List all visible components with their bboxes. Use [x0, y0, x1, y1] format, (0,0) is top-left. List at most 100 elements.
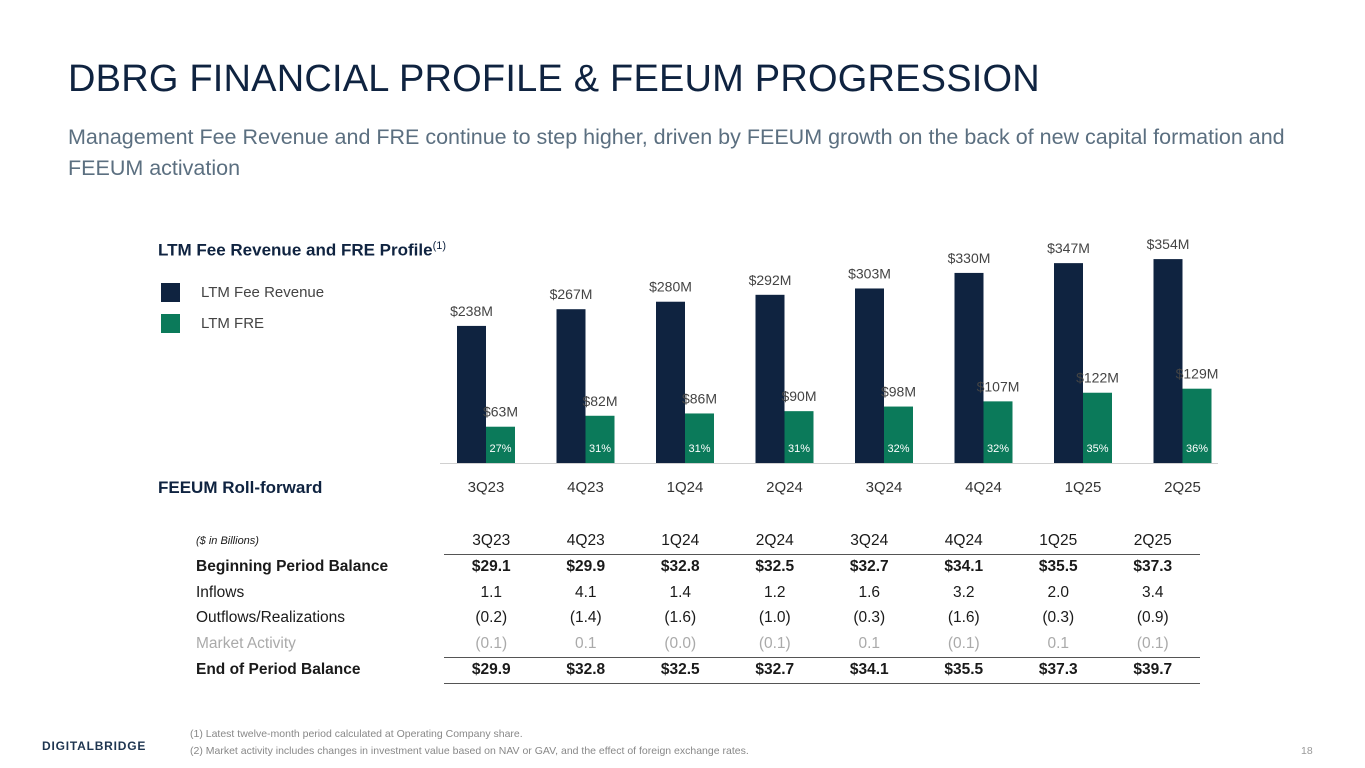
bar-fre [685, 413, 714, 463]
unit-label: ($ in Billions) [196, 535, 259, 547]
data-label-fre: $98M [881, 384, 916, 400]
bar-fre [1182, 388, 1212, 463]
table-row: Market Activity (0.1) 0.1 (0.0) (0.1) 0.1 (0.1… [196, 631, 1200, 658]
row-label: End of Period Balance [196, 661, 361, 679]
legend-label: LTM Fee Revenue [201, 284, 325, 301]
table-cell: 3.4 [1141, 583, 1164, 601]
column-header: 4Q24 [916, 528, 1011, 555]
row-label: Market Activity [196, 635, 296, 652]
table-cell: $29.9 [444, 657, 539, 684]
data-label-fre: $122M [1076, 370, 1119, 386]
bar-fre [585, 415, 615, 463]
x-tick-label: 4Q23 [567, 479, 604, 496]
column-header: 3Q24 [822, 528, 917, 555]
page-subtitle: Management Fee Revenue and FRE continue … [68, 125, 1285, 180]
table-cell: (0.1) [727, 631, 822, 658]
bar-fee-revenue [755, 294, 785, 463]
data-label-fee-revenue: $303M [848, 265, 891, 281]
table-cell: $32.7 [727, 657, 822, 684]
bar-fre [1083, 392, 1112, 463]
legend-swatch [161, 314, 180, 333]
data-label-fre: $63M [483, 404, 518, 420]
table-cell: (0.3) [1042, 609, 1075, 627]
data-label-fre: $90M [781, 388, 816, 404]
row-label: Outflows/Realizations [196, 609, 346, 627]
table-header-row: ($ in Billions) 3Q23 4Q23 1Q24 2Q24 3Q24 4Q24 1… [196, 528, 1200, 555]
data-label-fee-revenue: $280M [649, 279, 692, 295]
page-number: 18 [1301, 745, 1313, 757]
table-row: Inflows 1.1 4.1 1.4 1.2 1.6 3.2 2.0 3.4 [196, 580, 1200, 606]
table-cell: $35.5 [916, 657, 1011, 684]
table-cell: 1.6 [858, 583, 881, 601]
chart-title: LTM Fee Revenue and FRE Profile(1) [158, 240, 446, 261]
table-cell: $32.8 [660, 558, 700, 576]
fre-margin-label: 31% [788, 443, 810, 455]
table-cell: (0.2) [475, 609, 508, 627]
fre-margin-label: 32% [887, 443, 909, 455]
table-cell: (0.9) [1136, 609, 1169, 627]
bar-fee-revenue [1153, 259, 1183, 463]
table-cell: (1.6) [947, 609, 980, 627]
row-label: Beginning Period Balance [196, 558, 389, 575]
table-cell: (0.0) [633, 631, 728, 658]
table-row: Outflows/Realizations (0.2) (1.4) (1.6) (1.0… [196, 606, 1200, 632]
page-title: DBRG FINANCIAL PROFILE & FEEUM PROGRESSI… [68, 58, 1040, 100]
table-cell: 2.0 [1047, 583, 1070, 601]
x-tick-label: 2Q24 [766, 479, 803, 496]
column-header: 4Q23 [538, 528, 633, 555]
bar-fre [486, 426, 515, 463]
column-header: 2Q24 [727, 528, 822, 555]
table-cell: $32.5 [755, 558, 795, 576]
data-label-fee-revenue: $347M [1047, 240, 1090, 256]
table-title: FEEUM Roll-forward [158, 478, 323, 497]
data-label-fre: $86M [682, 390, 717, 406]
bar-fee-revenue [656, 301, 685, 463]
column-header: 3Q23 [444, 528, 539, 555]
legend-swatch [161, 283, 180, 302]
table-cell: 0.1 [1011, 631, 1106, 658]
data-label-fee-revenue: $267M [550, 286, 593, 302]
column-header: 2Q25 [1105, 528, 1200, 555]
data-label-fre: $129M [1176, 366, 1219, 382]
bar-fee-revenue [954, 272, 984, 463]
legend-label: LTM FRE [201, 315, 265, 332]
data-label-fre: $107M [977, 378, 1020, 394]
fre-margin-label: 36% [1186, 443, 1208, 455]
table-cell: $34.1 [944, 558, 984, 576]
data-label-fee-revenue: $354M [1147, 236, 1190, 252]
table-cell: $39.7 [1105, 657, 1200, 684]
fre-margin-label: 31% [589, 443, 611, 455]
x-tick-label: 1Q24 [667, 479, 704, 496]
table-cell: 4.1 [574, 583, 597, 601]
table-cell: (1.4) [569, 609, 602, 627]
bar-fre [884, 406, 913, 463]
fre-margin-label: 35% [1086, 443, 1108, 455]
footnote-1: (1) Latest twelve-month period calculate… [190, 728, 523, 740]
table-row: End of Period Balance $29.9 $32.8 $32.5 $32.… [196, 657, 1200, 684]
table-cell: (0.3) [853, 609, 886, 627]
table-cell: 1.2 [763, 583, 786, 601]
fre-margin-label: 31% [688, 443, 710, 455]
feeum-table: ($ in Billions) 3Q23 4Q23 1Q24 2Q24 3Q24 4Q24 1… [196, 528, 1200, 684]
fre-margin-label: 32% [987, 443, 1009, 455]
table-cell: (0.1) [1105, 631, 1200, 658]
table-cell: (0.1) [916, 631, 1011, 658]
table-cell: (0.1) [444, 631, 539, 658]
table-cell: $32.8 [538, 657, 633, 684]
table-cell: 3.2 [952, 583, 975, 601]
table-cell: $32.7 [849, 558, 889, 576]
table-cell: $35.5 [1038, 558, 1078, 576]
table-cell: 0.1 [822, 631, 917, 658]
bar-fre [983, 401, 1013, 463]
table-row: Beginning Period Balance $29.1 $29.9 $32.8 $… [196, 554, 1200, 580]
chart-title-text: LTM Fee Revenue and FRE Profile [158, 240, 433, 260]
footnote-2: (2) Market activity includes changes in … [190, 745, 749, 757]
bar-fee-revenue [556, 309, 586, 463]
x-tick-label: 3Q24 [866, 479, 903, 496]
digitalbridge-logo: DIGITALBRIDGE [42, 739, 147, 753]
table-cell: $32.5 [633, 657, 728, 684]
table-cell: $37.3 [1133, 558, 1173, 576]
bar-chart: $238M $63M 27% 3Q23 $267M $82M 31% 4Q23 $280M $86… [440, 236, 1219, 496]
table-cell: $34.1 [822, 657, 917, 684]
bar-fee-revenue [457, 325, 486, 463]
